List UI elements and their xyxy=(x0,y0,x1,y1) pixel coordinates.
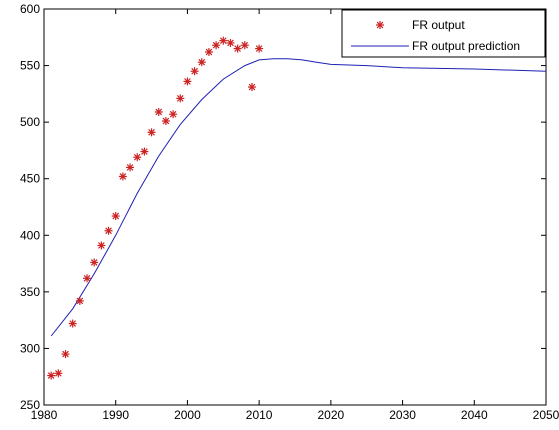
data-point xyxy=(111,212,120,221)
x-tick-label: 1990 xyxy=(102,408,129,422)
y-tick-label: 350 xyxy=(20,285,40,299)
data-point xyxy=(54,369,63,378)
y-tick-label: 400 xyxy=(20,228,40,242)
x-tick-label: 2050 xyxy=(533,408,559,422)
series-layer xyxy=(47,36,547,380)
data-point xyxy=(104,226,113,235)
legend-asterisk-icon xyxy=(376,21,384,29)
data-point xyxy=(133,153,142,162)
data-point xyxy=(118,172,127,181)
y-tick-label: 550 xyxy=(20,59,40,73)
data-point xyxy=(97,241,106,250)
data-point xyxy=(219,36,228,45)
x-axis: 1980 1990 2000 2010 2020 2030 2040 2050 xyxy=(31,9,559,422)
data-point xyxy=(126,163,135,172)
y-axis: 250 300 350 400 450 500 550 600 xyxy=(20,2,546,412)
data-point xyxy=(240,41,249,50)
y-tick-label: 600 xyxy=(20,2,40,16)
legend-label-fr-output-prediction: FR output prediction xyxy=(412,39,520,53)
legend-label-fr-output: FR output xyxy=(412,18,465,32)
legend: FR output FR output prediction xyxy=(341,9,546,58)
data-point xyxy=(90,258,99,267)
data-point xyxy=(183,77,192,86)
x-tick-label: 2020 xyxy=(318,408,345,422)
legend-marker-fr-output xyxy=(376,21,384,29)
x-tick-label: 2000 xyxy=(174,408,201,422)
data-point xyxy=(233,44,242,53)
data-point xyxy=(47,371,56,380)
legend-box xyxy=(341,9,546,58)
y-tick-label: 500 xyxy=(20,115,40,129)
data-point xyxy=(212,41,221,50)
series-fr-output xyxy=(47,36,264,380)
x-tick-label: 1980 xyxy=(31,408,58,422)
data-point xyxy=(226,38,235,47)
data-point xyxy=(147,128,156,137)
x-tick-label: 2030 xyxy=(389,408,416,422)
y-tick-label: 300 xyxy=(20,341,40,355)
data-point xyxy=(190,67,199,76)
series-line-fr-output-prediction xyxy=(50,58,547,337)
data-point xyxy=(255,44,264,53)
data-point xyxy=(68,319,77,328)
plot-area xyxy=(43,8,547,406)
data-point xyxy=(161,117,170,126)
data-point xyxy=(204,47,213,56)
data-point xyxy=(61,350,70,359)
data-point xyxy=(154,107,163,116)
data-point xyxy=(247,83,256,92)
data-point xyxy=(75,296,84,305)
data-point xyxy=(140,147,149,156)
x-tick-label: 2010 xyxy=(246,408,273,422)
y-tick-label: 250 xyxy=(20,398,40,412)
y-tick-label: 450 xyxy=(20,172,40,186)
data-point xyxy=(169,110,178,119)
x-tick-label: 2040 xyxy=(461,408,488,422)
data-point xyxy=(176,94,185,103)
data-point xyxy=(83,274,92,283)
data-point xyxy=(197,58,206,67)
